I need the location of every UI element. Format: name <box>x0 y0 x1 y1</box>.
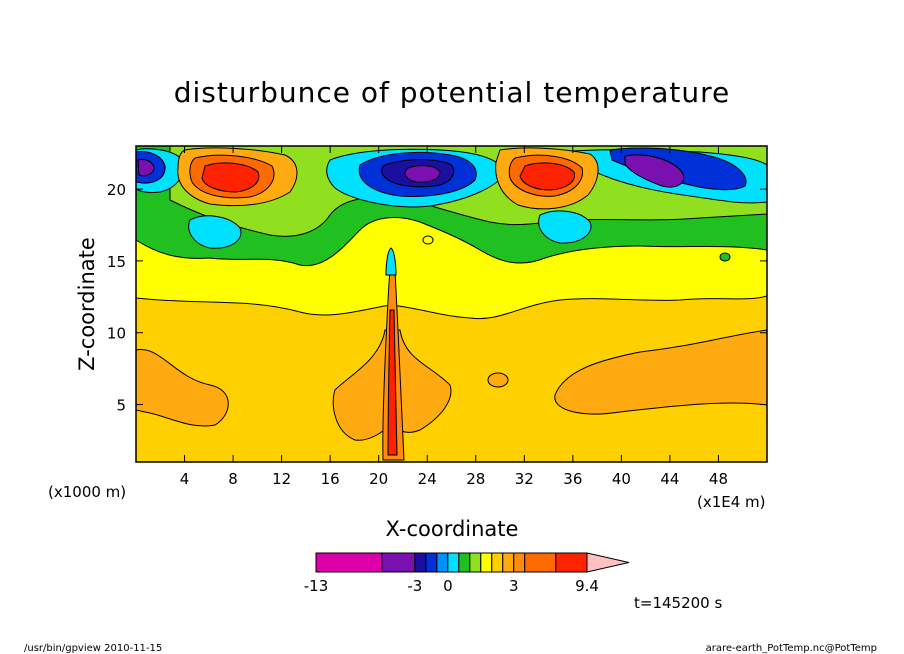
colorbar-label: 9.4 <box>575 577 599 595</box>
field-blob-violet-right <box>624 154 685 188</box>
field-core-red-left <box>201 162 260 193</box>
x-tick-label: 44 <box>660 470 679 488</box>
field-plume-core <box>387 309 398 456</box>
colorbar-label: -3 <box>407 577 422 595</box>
x-tick-label: 28 <box>466 470 485 488</box>
y-tick-label: 10 <box>107 325 126 343</box>
field-core-red-right <box>519 162 575 191</box>
y-tick-label: 20 <box>107 181 126 199</box>
colorbar-label: 3 <box>509 577 519 595</box>
colorbar-labels: -13 -3 0 3 9.4 <box>304 577 599 595</box>
colorbar-swatch <box>458 552 471 573</box>
colorbar-swatch <box>513 552 526 573</box>
x-axis: 4 8 12 16 20 24 28 32 36 40 44 48 <box>180 146 728 488</box>
footer-left: /usr/bin/gpview 2010-11-15 <box>24 643 162 654</box>
plot-frame <box>135 145 768 463</box>
x-tick-label: 40 <box>612 470 631 488</box>
colorbar-swatch <box>381 552 416 573</box>
field-blob-cyan-mid-left <box>188 215 242 249</box>
x-unit-note: (x1000 m) <box>48 483 126 501</box>
x-tick-label: 24 <box>418 470 437 488</box>
colorbar-label: -13 <box>304 577 329 595</box>
x-tick-label: 36 <box>563 470 582 488</box>
colorbar <box>315 552 630 573</box>
y-tick-label: 15 <box>107 253 126 271</box>
colorbar-swatch <box>469 552 482 573</box>
field-cell-yellow-small <box>422 235 434 245</box>
x-tick-label: 4 <box>180 470 190 488</box>
colorbar-swatch <box>491 552 504 573</box>
colorbar-swatch <box>502 552 515 573</box>
colorbar-swatch <box>447 552 460 573</box>
footer-right: arare-earth_PotTemp.nc@PotTemp <box>706 643 877 654</box>
y-axis: 5 10 15 20 <box>107 181 767 415</box>
x-tick-label: 48 <box>709 470 728 488</box>
time-label: t=145200 s <box>634 594 722 612</box>
field-blob-cyan-mid-right <box>538 210 592 244</box>
colorbar-swatch <box>480 552 493 573</box>
colorbar-swatch <box>414 552 427 573</box>
field-plume-top <box>385 247 397 276</box>
x-tick-label: 32 <box>515 470 534 488</box>
x-tick-label: 8 <box>228 470 238 488</box>
field-cell-green-small <box>719 252 731 262</box>
colorbar-swatch <box>315 552 383 573</box>
plot-field <box>136 146 767 462</box>
y-tick-label: 5 <box>116 397 126 415</box>
field-blob-violet-left <box>137 159 155 177</box>
field-lobe-orange-right <box>554 329 767 415</box>
colorbar-swatch <box>524 552 557 573</box>
x-tick-label: 20 <box>369 470 388 488</box>
colorbar-arrow <box>586 552 630 573</box>
x-scale-note: (x1E4 m) <box>697 493 766 511</box>
field-blob-violet-centre <box>404 165 441 183</box>
x-tick-label: 12 <box>272 470 291 488</box>
y-axis-title: Z-coordinate <box>75 237 99 371</box>
colorbar-swatch <box>436 552 449 573</box>
x-axis-title: X-coordinate <box>386 517 519 541</box>
colorbar-swatch <box>425 552 438 573</box>
field-cell-orange-small <box>487 372 509 388</box>
colorbar-label: 0 <box>443 577 453 595</box>
colorbar-swatch <box>555 552 588 573</box>
x-tick-label: 16 <box>321 470 340 488</box>
field-lobe-orange-left <box>136 349 229 427</box>
chart-title: disturbunce of potential temperature <box>174 76 731 109</box>
